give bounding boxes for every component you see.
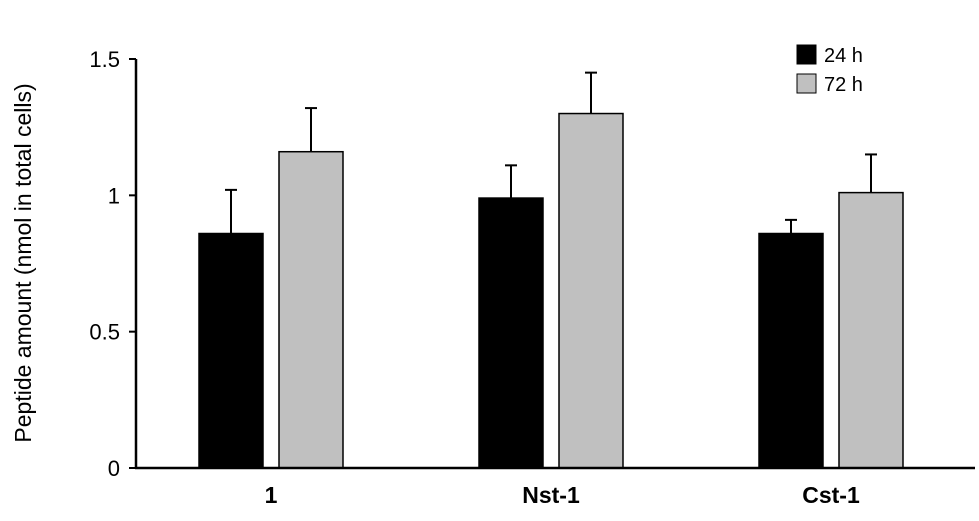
bar-1-series-0 — [198, 232, 264, 469]
bars-layer — [198, 112, 904, 469]
bar-1-series-1 — [278, 150, 344, 469]
y-axis-title: Peptide amount (nmol in total cells) — [10, 83, 36, 442]
legend-swatch-0 — [796, 44, 817, 65]
bar-cst-1-series-1 — [838, 191, 904, 469]
legend-label-1: 72 h — [824, 74, 863, 96]
legend-label-0: 24 h — [824, 45, 863, 67]
x-tick-label-1: Nst-1 — [522, 482, 580, 508]
y-ticks-layer: 0 0.5 1 1.5 — [89, 47, 136, 481]
bar-nst-1-series-1 — [558, 112, 624, 469]
legend-swatch-1 — [796, 73, 817, 94]
x-tick-label-0: 1 — [265, 482, 278, 508]
y-tick-label-3: 1.5 — [89, 47, 120, 72]
y-tick-label-1: 0.5 — [89, 320, 120, 345]
legend: 24 h 72 h — [796, 44, 863, 96]
y-axis-title-group: Peptide amount (nmol in total cells) — [10, 83, 36, 442]
bar-nst-1-series-0 — [478, 197, 544, 469]
x-tick-label-2: Cst-1 — [802, 482, 860, 508]
y-tick-label-2: 1 — [108, 183, 120, 208]
bar-cst-1-series-0 — [758, 232, 824, 469]
y-tick-label-0: 0 — [108, 456, 120, 481]
axes-layer — [134, 59, 975, 470]
error-bars-layer — [225, 71, 877, 234]
x-labels-layer: 1 Nst-1 Cst-1 — [265, 482, 860, 508]
